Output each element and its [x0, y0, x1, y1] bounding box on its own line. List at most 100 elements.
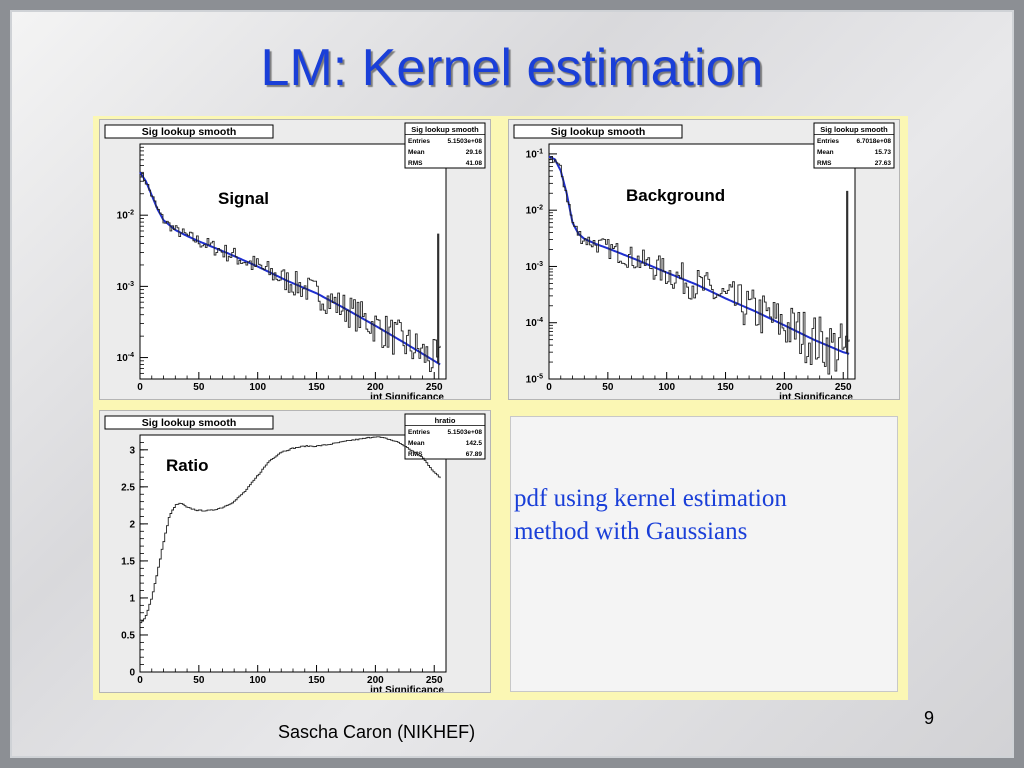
stats-value-entries: 6.7018e+08: [856, 138, 891, 145]
series-ratio: [140, 436, 441, 624]
y-tick-label: 1: [129, 593, 135, 604]
y-tick-label-exponent: -4: [128, 352, 134, 359]
plot-frame: [139, 434, 447, 673]
y-tick-label-base: 10: [117, 282, 129, 293]
y-tick-label: 10-3: [117, 281, 134, 293]
stats-box: Sig lookup smooth Entries 5.1503e+08 Mean 29…: [404, 122, 486, 169]
ratio-plot-panel: Sig lookup smooth hratio Entries 5.1503e+08…: [99, 410, 491, 696]
x-tick-label: 250: [426, 382, 443, 393]
y-tick-label-exponent: -1: [537, 148, 543, 155]
stats-frame: [813, 122, 895, 169]
y-tick-label-base: 10: [117, 353, 129, 364]
y-tick-label: 1.5: [121, 556, 135, 567]
y-tick-label-exponent: -3: [537, 261, 543, 268]
plot-title: Sig lookup smooth: [551, 126, 646, 138]
stats-name: Sig lookup smooth: [820, 125, 888, 134]
stats-value-rms: 27.63: [875, 160, 892, 167]
y-tick-label-base: 10: [526, 262, 538, 273]
note-panel: [510, 416, 898, 692]
y-tick-label: 10-5: [526, 374, 543, 386]
stats-box: hratio Entries 5.1503e+08 Mean 142.5 RMS 67.89: [404, 413, 486, 460]
x-tick-label: 150: [717, 382, 734, 393]
stats-key-rms: RMS: [817, 160, 832, 167]
background-chart: Sig lookup smooth Sig lookup smooth Entrie…: [513, 122, 895, 403]
x-axis-label: int Significance: [370, 392, 444, 399]
stats-value-entries: 5.1503e+08: [447, 138, 482, 145]
x-tick-label: 200: [367, 382, 384, 393]
y-tick-label: 10-3: [526, 261, 543, 273]
plot-title-frame: [104, 415, 274, 430]
y-tick-label: 10-4: [117, 352, 134, 364]
page-number: 9: [924, 708, 935, 728]
stats-key-mean: Mean: [817, 149, 834, 156]
method-note-line-2: method with Gaussians: [514, 518, 748, 545]
plot-frame: [139, 143, 447, 380]
y-axis: 10-110-210-310-410-5: [526, 148, 557, 386]
x-tick-label: 200: [367, 675, 384, 686]
x-tick-label: 100: [658, 382, 675, 393]
plot-label-signal: Signal: [218, 189, 269, 208]
y-tick-label-exponent: -5: [537, 374, 543, 381]
y-tick-label: 3: [129, 445, 135, 456]
stats-key-entries: Entries: [408, 138, 430, 145]
stats-value-rms: 41.08: [466, 160, 483, 167]
x-tick-label: 250: [835, 382, 852, 393]
histogram-line: [140, 436, 441, 624]
stats-key-entries: Entries: [817, 138, 839, 145]
stats-value-mean: 142.5: [466, 440, 483, 447]
plot-title-frame: [513, 124, 683, 139]
stats-key-mean: Mean: [408, 440, 425, 447]
x-axis-label: int Significance: [779, 392, 853, 399]
y-tick-label-exponent: -2: [537, 205, 543, 212]
plot-title: Sig lookup smooth: [142, 417, 237, 429]
plot-label-ratio: Ratio: [166, 456, 209, 475]
x-tick-label: 50: [602, 382, 614, 393]
y-tick-label: 10-1: [526, 148, 543, 160]
y-tick-label-base: 10: [117, 211, 129, 222]
y-tick-label: 10-4: [526, 317, 543, 329]
slide-title: LM: Kernel estimation: [260, 39, 764, 97]
y-tick-label-exponent: -2: [128, 210, 134, 217]
x-tick-label: 0: [137, 382, 143, 393]
y-tick-label: 0.5: [121, 630, 135, 641]
stats-key-rms: RMS: [408, 451, 423, 458]
x-tick-label: 150: [308, 382, 325, 393]
y-tick-label-exponent: -4: [537, 317, 543, 324]
y-tick-label: 0: [129, 668, 135, 679]
plot-frame: [548, 143, 856, 380]
series-kernel-estimate: [548, 155, 850, 355]
ratio-chart: Sig lookup smooth hratio Entries 5.1503e+08…: [104, 413, 486, 696]
stats-value-entries: 5.1503e+08: [447, 429, 482, 436]
y-tick-label: 2: [129, 519, 135, 530]
series-histogram: [140, 172, 441, 379]
stats-frame: [404, 122, 486, 169]
x-tick-label: 200: [776, 382, 793, 393]
y-tick-label-base: 10: [526, 375, 538, 386]
y-axis: 0 0.5 1 1.5 2 2.5 3: [121, 434, 148, 679]
stats-name: hratio: [435, 416, 456, 425]
stats-value-rms: 67.89: [466, 451, 483, 458]
method-note-line-1: pdf using kernel estimation: [514, 485, 787, 512]
stats-key-mean: Mean: [408, 149, 425, 156]
y-tick-label-base: 10: [526, 149, 538, 160]
background-plot-panel: Sig lookup smooth Sig lookup smooth Entrie…: [508, 119, 900, 403]
signal-plot-panel: Sig lookup smooth Sig lookup smooth Entrie…: [99, 119, 491, 403]
signal-chart: Sig lookup smooth Sig lookup smooth Entrie…: [104, 122, 486, 403]
stats-value-mean: 29.16: [466, 149, 483, 156]
series-histogram: [549, 155, 850, 379]
stats-box: Sig lookup smooth Entries 6.7018e+08 Mean 15…: [813, 122, 895, 169]
plot-title-box: Sig lookup smooth: [513, 124, 683, 139]
series-kernel-estimate: [139, 171, 441, 366]
x-tick-label: 150: [308, 675, 325, 686]
method-note: pdf using kernel estimation method with …: [514, 482, 787, 548]
plot-title-frame: [104, 124, 274, 139]
x-tick-label: 50: [193, 675, 205, 686]
stats-key-entries: Entries: [408, 429, 430, 436]
plot-title-box: Sig lookup smooth: [104, 124, 274, 139]
plot-label-background: Background: [626, 186, 725, 205]
